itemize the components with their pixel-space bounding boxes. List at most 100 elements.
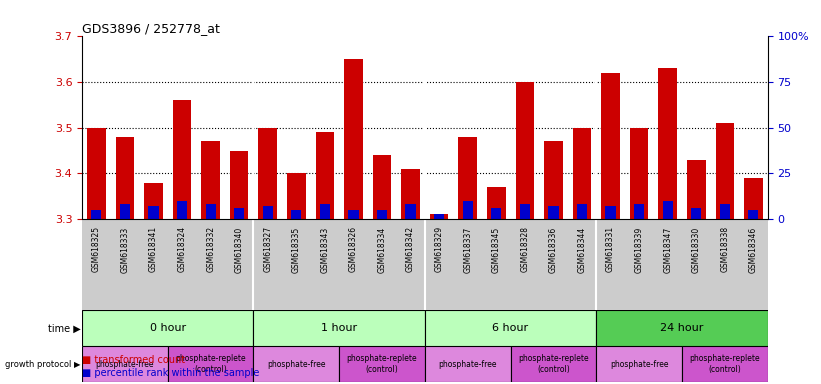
Text: GSM618338: GSM618338: [720, 226, 729, 273]
Text: GSM618337: GSM618337: [463, 226, 472, 273]
Text: 1 hour: 1 hour: [321, 323, 357, 333]
Text: GSM618335: GSM618335: [291, 226, 300, 273]
Text: GSM618331: GSM618331: [606, 226, 615, 273]
Text: GSM618329: GSM618329: [434, 226, 443, 273]
Text: phosphate-free: phosphate-free: [438, 360, 497, 369]
Bar: [748, 210, 759, 219]
Bar: [348, 210, 359, 219]
Bar: [687, 160, 705, 219]
Bar: [658, 68, 677, 219]
Bar: [425, 310, 596, 346]
Bar: [254, 346, 339, 382]
Text: GSM618334: GSM618334: [378, 226, 387, 273]
Bar: [406, 204, 415, 219]
Text: phosphate-replete
(control): phosphate-replete (control): [518, 354, 589, 374]
Text: GSM618339: GSM618339: [635, 226, 644, 273]
Bar: [167, 346, 254, 382]
Bar: [425, 346, 511, 382]
Text: phosphate-free: phosphate-free: [267, 360, 326, 369]
Bar: [234, 208, 245, 219]
Text: phosphate-replete
(control): phosphate-replete (control): [690, 354, 760, 374]
Bar: [430, 215, 448, 219]
Bar: [344, 59, 363, 219]
Text: 0 hour: 0 hour: [149, 323, 186, 333]
Text: GSM618325: GSM618325: [92, 226, 101, 273]
Text: GSM618332: GSM618332: [206, 226, 215, 273]
Bar: [720, 204, 730, 219]
Bar: [259, 128, 277, 219]
Text: GSM618326: GSM618326: [349, 226, 358, 273]
Bar: [577, 204, 587, 219]
Bar: [744, 178, 763, 219]
Bar: [511, 346, 596, 382]
Bar: [548, 206, 558, 219]
Text: GSM618345: GSM618345: [492, 226, 501, 273]
Bar: [377, 210, 388, 219]
Text: growth protocol ▶: growth protocol ▶: [5, 360, 80, 369]
Bar: [634, 204, 644, 219]
Text: GSM618347: GSM618347: [663, 226, 672, 273]
Text: GSM618340: GSM618340: [235, 226, 244, 273]
Bar: [596, 346, 682, 382]
Text: GSM618343: GSM618343: [320, 226, 329, 273]
Bar: [91, 210, 102, 219]
Bar: [544, 141, 562, 219]
Text: GSM618346: GSM618346: [749, 226, 758, 273]
Bar: [605, 206, 616, 219]
Text: GSM618330: GSM618330: [692, 226, 701, 273]
Text: GSM618336: GSM618336: [549, 226, 558, 273]
Text: GSM618328: GSM618328: [521, 226, 530, 272]
Text: phosphate-replete
(control): phosphate-replete (control): [346, 354, 417, 374]
Text: 6 hour: 6 hour: [493, 323, 529, 333]
Bar: [230, 151, 249, 219]
Bar: [205, 204, 216, 219]
Bar: [458, 137, 477, 219]
Text: GSM618344: GSM618344: [577, 226, 586, 273]
Bar: [691, 208, 701, 219]
Bar: [682, 346, 768, 382]
Text: 24 hour: 24 hour: [660, 323, 704, 333]
Bar: [177, 201, 187, 219]
Bar: [401, 169, 420, 219]
Bar: [373, 155, 392, 219]
Bar: [201, 141, 220, 219]
Bar: [516, 82, 534, 219]
Bar: [263, 206, 273, 219]
Text: ■ percentile rank within the sample: ■ percentile rank within the sample: [82, 367, 259, 377]
Bar: [144, 182, 163, 219]
Text: ■ transformed count: ■ transformed count: [82, 355, 186, 365]
Bar: [287, 174, 305, 219]
Bar: [149, 206, 158, 219]
Text: GSM618333: GSM618333: [121, 226, 130, 273]
Bar: [254, 310, 425, 346]
Bar: [487, 187, 506, 219]
Bar: [716, 123, 734, 219]
Bar: [663, 201, 672, 219]
Bar: [82, 346, 167, 382]
Bar: [520, 204, 530, 219]
Text: GSM618342: GSM618342: [406, 226, 415, 273]
Bar: [120, 204, 130, 219]
Text: GDS3896 / 252778_at: GDS3896 / 252778_at: [82, 22, 220, 35]
Text: time ▶: time ▶: [48, 323, 80, 333]
Bar: [630, 128, 649, 219]
Text: GSM618324: GSM618324: [177, 226, 186, 273]
Bar: [462, 201, 473, 219]
Bar: [491, 208, 502, 219]
Text: GSM618341: GSM618341: [149, 226, 158, 273]
Text: GSM618327: GSM618327: [264, 226, 273, 273]
Bar: [172, 100, 191, 219]
Bar: [291, 210, 301, 219]
Text: phosphate-free: phosphate-free: [610, 360, 668, 369]
Bar: [434, 214, 444, 219]
Bar: [87, 128, 106, 219]
Text: phosphate-replete
(control): phosphate-replete (control): [176, 354, 246, 374]
Bar: [601, 73, 620, 219]
Bar: [339, 346, 425, 382]
Bar: [320, 204, 330, 219]
Bar: [573, 128, 591, 219]
Bar: [596, 310, 768, 346]
Bar: [116, 137, 134, 219]
Bar: [315, 132, 334, 219]
Text: phosphate-free: phosphate-free: [96, 360, 154, 369]
